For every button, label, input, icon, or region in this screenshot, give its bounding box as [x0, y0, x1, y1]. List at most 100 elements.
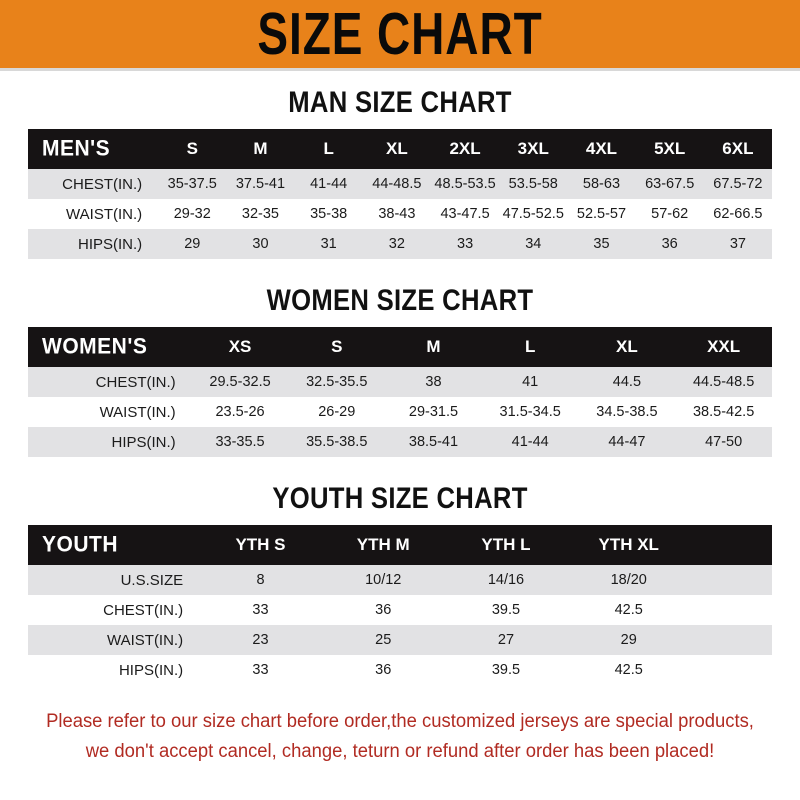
- women-row-label: HIPS(IN.): [111, 433, 176, 451]
- youth-row-label: U.S.SIZE: [120, 571, 184, 589]
- women-cell: 44.5-48.5: [692, 374, 755, 390]
- table-row: HIPS(IN.) 33 36 39.5 42.5: [28, 655, 772, 685]
- youth-cell: 8: [256, 572, 265, 588]
- order-policy-note: Please refer to our size chart before or…: [27, 707, 774, 767]
- men-header-label: MEN'S: [42, 136, 111, 161]
- men-row-label: HIPS(IN.): [77, 235, 143, 253]
- women-cell: 32.5-35.5: [306, 374, 368, 390]
- men-size-header-xl: XL: [386, 139, 408, 158]
- men-cell: 33: [457, 236, 474, 252]
- men-cell: 52.5-57: [576, 206, 627, 222]
- youth-cell: 23: [252, 632, 269, 648]
- table-row: CHEST(IN.) 35-37.5 37.5-41 41-44 44-48.5 48.5…: [28, 169, 772, 199]
- women-cell: 33-35.5: [215, 434, 265, 450]
- men-size-header-6xl: 6XL: [722, 139, 754, 158]
- women-cell: 44.5: [612, 374, 642, 390]
- youth-header-row: YOUTH YTH S YTH M YTH L YTH XL: [28, 525, 772, 565]
- men-cell: 43-47.5: [440, 206, 490, 222]
- women-size-header-xxl: XXL: [707, 337, 741, 356]
- table-row: WAIST(IN.) 23.5-26 26-29 29-31.5 31.5-34.5 34…: [28, 397, 772, 427]
- men-cell: 44-48.5: [372, 176, 422, 192]
- youth-cell: 33: [252, 662, 269, 678]
- youth-header-spacer: [690, 525, 772, 565]
- men-size-header-3xl: 3XL: [517, 139, 549, 158]
- table-row: HIPS(IN.) 33-35.5 35.5-38.5 38.5-41 41-44 44-…: [28, 427, 772, 457]
- youth-cell: 36: [375, 602, 392, 618]
- youth-cell: 39.5: [491, 602, 521, 618]
- women-cell: 23.5-26: [215, 404, 265, 420]
- women-cell: 34.5-38.5: [596, 404, 658, 420]
- women-size-table: WOMEN'S XS S M L XL XXL CHEST(IN.) 29.5-32.5 32.5…: [28, 327, 772, 457]
- men-cell: 29-32: [173, 206, 211, 222]
- men-size-header-2xl: 2XL: [449, 139, 481, 158]
- women-size-header-l: L: [524, 337, 536, 356]
- men-cell: 41-44: [310, 176, 348, 192]
- order-policy-note-line-2: we don't accept cancel, change, teturn o…: [85, 741, 715, 762]
- women-cell: 47-50: [705, 434, 743, 450]
- youth-cell: 27: [497, 632, 515, 648]
- men-cell: 31: [320, 236, 337, 252]
- women-cell: 41: [522, 374, 539, 390]
- men-size-header-4xl: 4XL: [585, 139, 618, 158]
- women-cell: 35.5-38.5: [306, 434, 368, 450]
- men-cell: 34: [525, 236, 542, 252]
- men-cell: 63-67.5: [645, 176, 695, 192]
- women-header-row: WOMEN'S XS S M L XL XXL: [28, 327, 772, 367]
- page-title: SIZE CHART: [257, 0, 543, 68]
- youth-section-title: YOUTH SIZE CHART: [272, 481, 528, 515]
- women-section-title: WOMEN SIZE CHART: [266, 283, 534, 317]
- table-row: U.S.SIZE 8 10/12 14/16 18/20: [28, 565, 772, 595]
- order-policy-note-line-1: Please refer to our size chart before or…: [46, 711, 754, 732]
- men-cell: 36: [661, 236, 678, 252]
- youth-cell: 10/12: [365, 572, 402, 588]
- men-cell: 37: [729, 236, 746, 252]
- table-row: WAIST(IN.) 29-32 32-35 35-38 38-43 43-47.5 47.…: [28, 199, 772, 229]
- men-cell: 67.5-72: [713, 176, 763, 192]
- page-banner: SIZE CHART: [0, 0, 800, 68]
- men-size-header-l: L: [323, 139, 334, 158]
- men-cell: 35-38: [310, 206, 348, 222]
- youth-row-label: WAIST(IN.): [107, 631, 184, 649]
- men-row-label: CHEST(IN.): [62, 175, 143, 193]
- men-cell: 29: [184, 236, 201, 252]
- men-cell: 47.5-52.5: [502, 206, 564, 222]
- youth-table-body: YOUTH YTH S YTH M YTH L YTH XL U.S.SIZE 8 10/12…: [28, 525, 772, 685]
- youth-cell: 36: [375, 662, 392, 678]
- men-size-header-5xl: 5XL: [654, 139, 686, 158]
- youth-size-header-yth-s: YTH S: [235, 535, 286, 554]
- women-cell: 38.5-41: [408, 434, 459, 450]
- youth-cell: 42.5: [614, 662, 643, 678]
- women-cell: 29.5-32.5: [209, 374, 271, 390]
- banner-divider: [0, 68, 800, 71]
- women-cell: 29-31.5: [408, 404, 459, 420]
- youth-header-label: YOUTH: [42, 532, 118, 557]
- youth-cell: 33: [252, 602, 269, 618]
- women-table-body: WOMEN'S XS S M L XL XXL CHEST(IN.) 29.5-32.5 32.5…: [28, 327, 772, 457]
- youth-cell-spacer: [690, 655, 772, 685]
- men-cell: 32: [388, 236, 405, 252]
- table-row: WAIST(IN.) 23 25 27 29: [28, 625, 772, 655]
- men-header-row: MEN'S S M L XL 2XL 3XL 4XL 5XL 6XL: [28, 129, 772, 169]
- youth-cell: 18/20: [610, 572, 647, 588]
- men-cell: 37.5-41: [235, 176, 286, 192]
- men-cell: 35: [593, 236, 610, 252]
- men-row-label: WAIST(IN.): [66, 205, 143, 223]
- youth-cell: 29: [620, 632, 637, 648]
- men-cell: 53.5-58: [508, 176, 558, 192]
- youth-size-header-yth-m: YTH M: [356, 535, 410, 554]
- women-cell: 38: [425, 374, 442, 390]
- women-row-label: CHEST(IN.): [95, 373, 176, 391]
- table-row: CHEST(IN.) 29.5-32.5 32.5-35.5 38 41 44.5 44.5…: [28, 367, 772, 397]
- youth-cell-spacer: [690, 565, 772, 595]
- table-row: CHEST(IN.) 33 36 39.5 42.5: [28, 595, 772, 625]
- youth-cell: 42.5: [614, 602, 643, 618]
- women-size-header-s: S: [331, 337, 343, 356]
- women-cell: 38.5-42.5: [692, 404, 755, 420]
- youth-cell-spacer: [690, 625, 772, 655]
- men-cell: 38-43: [378, 206, 416, 222]
- youth-row-label: HIPS(IN.): [118, 661, 184, 679]
- women-cell: 44-47: [608, 434, 646, 450]
- men-cell: 35-37.5: [167, 176, 217, 192]
- youth-size-table: YOUTH YTH S YTH M YTH L YTH XL U.S.SIZE 8 10/12…: [28, 525, 772, 685]
